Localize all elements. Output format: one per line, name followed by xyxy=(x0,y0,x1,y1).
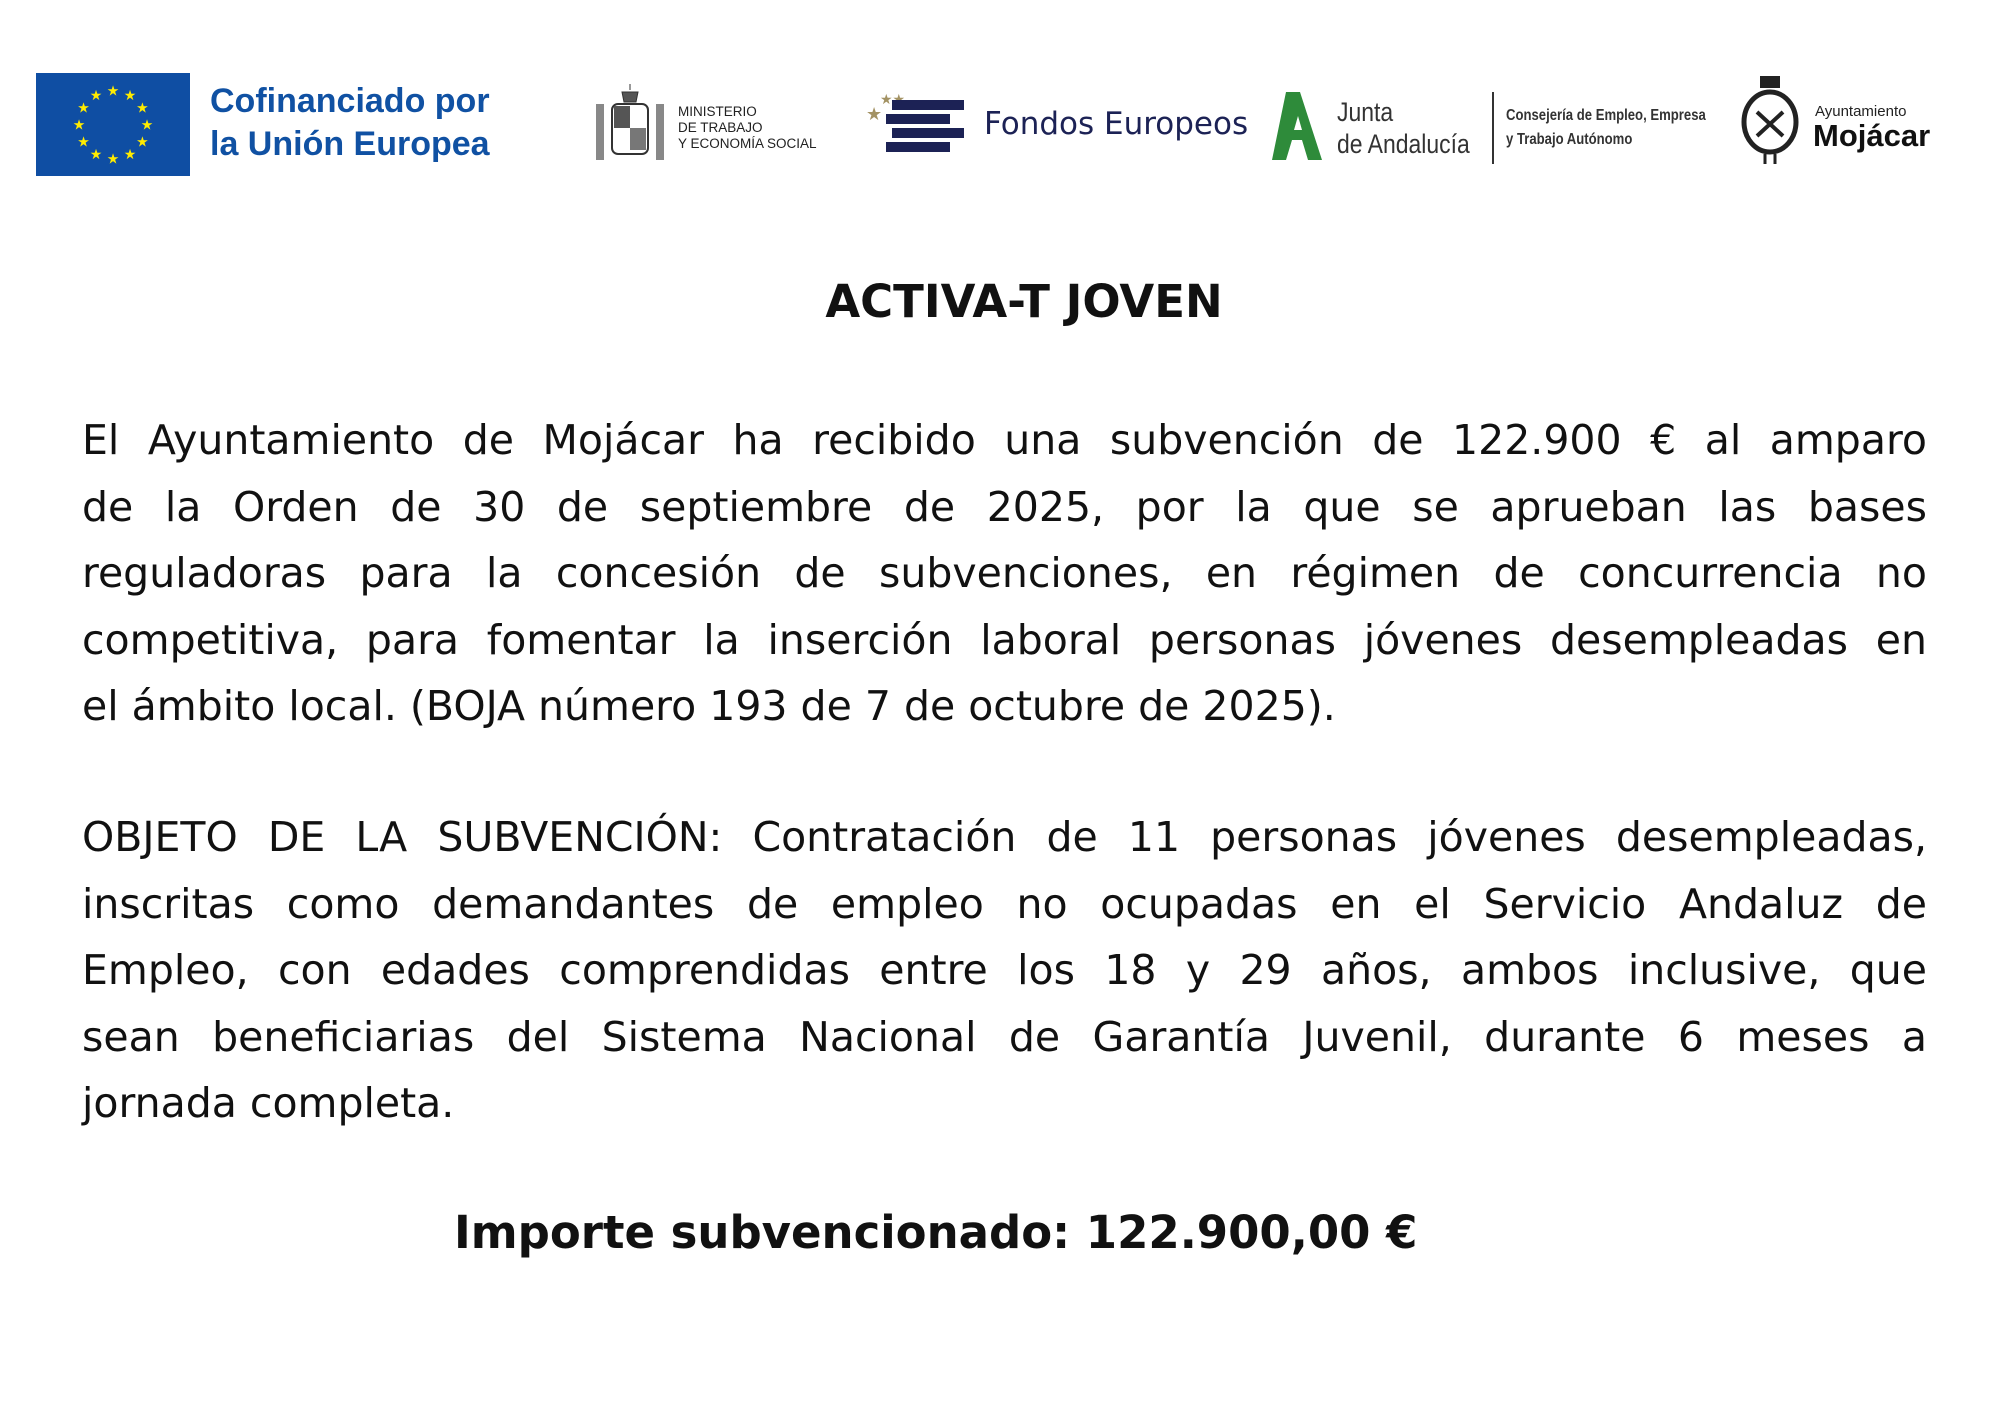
text-line: sean beneficiarias del Sistema Nacional … xyxy=(82,1012,1927,1061)
ministerio-line: MINISTERIO xyxy=(678,104,757,119)
spain-coat-of-arms-icon xyxy=(596,84,664,160)
paragraph-objeto: OBJETO DE LA SUBVENCIÓN: Contratación de… xyxy=(82,804,1927,1137)
text-line: jornada completa. xyxy=(82,1079,455,1127)
eu-text-line: Cofinanciado por xyxy=(210,82,490,120)
mojacar-coat-of-arms-icon xyxy=(1741,76,1799,164)
eu-star-icon: ★ xyxy=(90,88,103,104)
ministerio-line: Y ECONOMÍA SOCIAL xyxy=(678,136,817,151)
eu-star-icon: ★ xyxy=(77,101,90,117)
document-title: ACTIVA-T JOVEN xyxy=(825,275,1223,328)
text-line: El Ayuntamiento de Mojácar ha recibido u… xyxy=(82,416,1927,464)
eu-star-icon: ★ xyxy=(73,118,86,134)
text-line: competitiva, para fomentar la inserción … xyxy=(82,615,1927,664)
junta-line: Junta xyxy=(1337,97,1394,127)
text-line: inscritas como demandantes de empleo no … xyxy=(82,879,1927,928)
text-line: reguladoras para la concesión de subvenc… xyxy=(82,549,1927,597)
text-line: de la Orden de 30 de septiembre de 2025,… xyxy=(82,482,1927,531)
junta-line: de Andalucía xyxy=(1337,129,1470,159)
consejeria-line: y Trabajo Autónomo xyxy=(1506,131,1633,148)
ministerio-text: MINISTERIO DE TRABAJO Y ECONOMÍA SOCIAL xyxy=(678,104,817,152)
ministerio-line: DE TRABAJO xyxy=(678,120,763,135)
eu-star-icon: ★ xyxy=(141,118,154,134)
consejeria-text: Consejería de Empleo, Empresa y Trabajo … xyxy=(1506,104,1706,152)
eu-star-icon: ★ xyxy=(107,152,120,168)
eu-star-icon: ★ xyxy=(124,88,137,104)
eu-star-icon: ★ xyxy=(136,101,149,117)
logo-divider xyxy=(1492,92,1494,164)
junta-andalucia-logo-icon xyxy=(1272,92,1322,160)
eu-star-icon: ★ xyxy=(77,135,90,151)
eu-star-icon: ★ xyxy=(107,84,120,100)
eu-star-icon: ★ xyxy=(124,147,137,163)
mojacar-text: Mojácar xyxy=(1813,118,1931,153)
text-line: OBJETO DE LA SUBVENCIÓN: Contratación de… xyxy=(82,813,1927,861)
svg-text:★: ★ xyxy=(866,104,882,125)
eu-star-icon: ★ xyxy=(90,147,103,163)
eu-text-line: la Unión Europea xyxy=(210,125,490,163)
fondos-europeos-text: Fondos Europeos xyxy=(984,106,1249,142)
importe-subvencionado: Importe subvencionado: 122.900,00 € xyxy=(454,1206,1418,1259)
eu-flag-logo: ★ ★ ★ ★ ★ ★ ★ ★ ★ ★ ★ ★ xyxy=(36,73,190,176)
text-line: el ámbito local. (BOJA número 193 de 7 d… xyxy=(82,682,1336,730)
junta-andalucia-text: Junta de Andalucía xyxy=(1337,96,1470,160)
eu-cofinanciado-text: Cofinanciado por la Unión Europea xyxy=(210,80,490,166)
fondos-europeos-logo-icon: ★ ★★ xyxy=(866,92,964,152)
eu-stars-icon: ★ ★★★★★★★★★★★ xyxy=(73,84,154,168)
eu-star-icon: ★ xyxy=(136,135,149,151)
paragraph-subvencion: El Ayuntamiento de Mojácar ha recibido u… xyxy=(82,407,1927,740)
consejeria-line: Consejería de Empleo, Empresa xyxy=(1506,107,1706,124)
text-line: Empleo, con edades comprendidas entre lo… xyxy=(82,946,1927,994)
ayuntamiento-text: Ayuntamiento xyxy=(1815,103,1907,120)
